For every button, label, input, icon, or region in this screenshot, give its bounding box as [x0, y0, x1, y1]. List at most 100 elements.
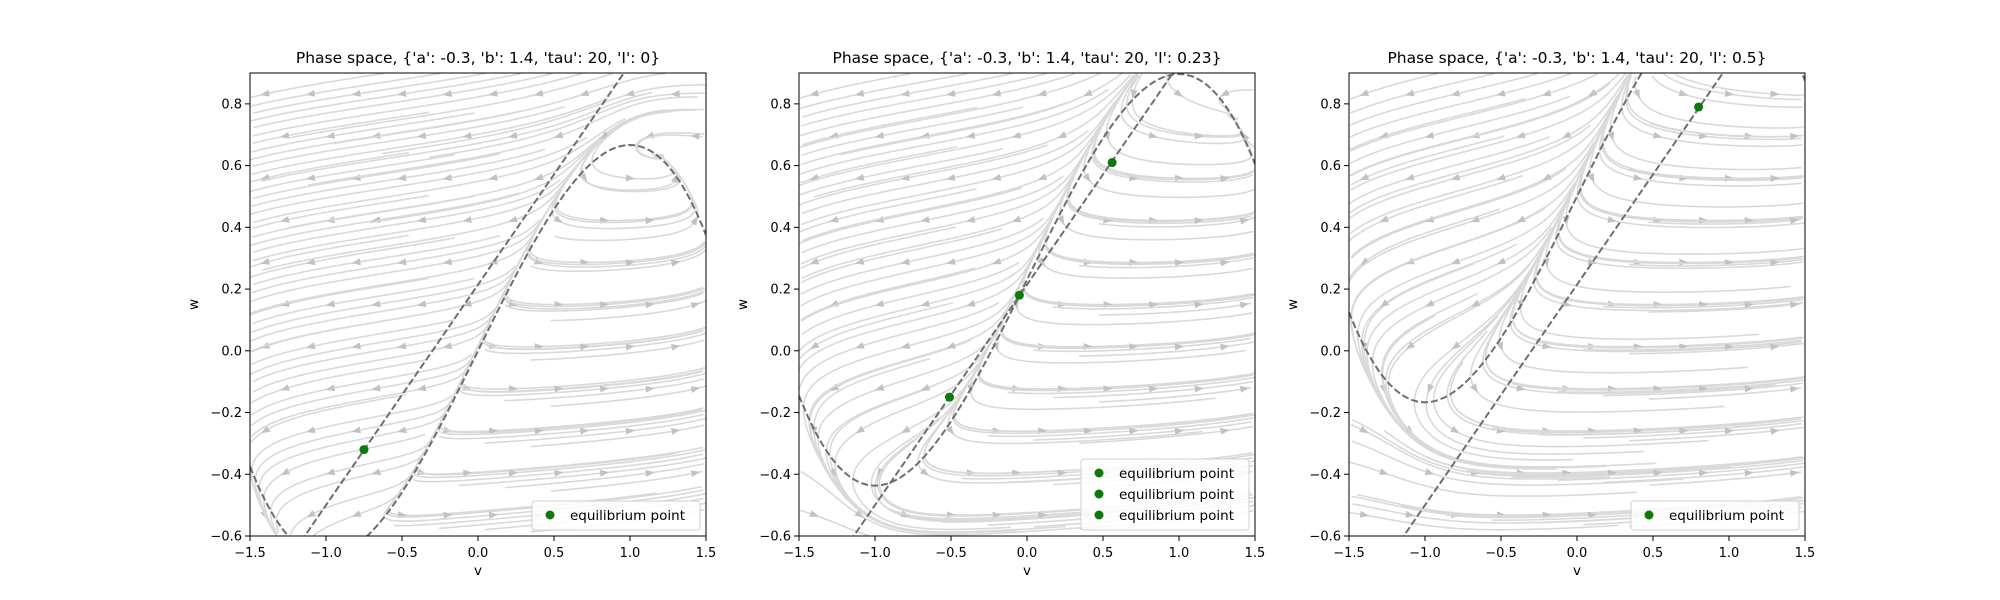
streamline [1349, 141, 1595, 283]
x-tick-label: 0.5 [1643, 546, 1664, 561]
streamline [504, 255, 706, 308]
streamline [1512, 307, 1802, 348]
streamline [1053, 380, 1254, 399]
streamline-arrow [463, 469, 473, 477]
streamline [252, 271, 516, 383]
streamline-arrow [671, 343, 681, 351]
streamline-arrow [1359, 173, 1370, 181]
streamline [1469, 260, 1725, 413]
streamline [1484, 350, 1805, 390]
streamline-arrow [305, 174, 316, 181]
legend-marker [1644, 510, 1654, 520]
streamline [438, 413, 704, 440]
streamline [1537, 337, 1804, 349]
legend-marker [545, 510, 555, 520]
streamline [1583, 422, 1802, 439]
streamline [250, 73, 441, 108]
streamline-arrow [1359, 425, 1369, 433]
streamline [1350, 423, 1610, 480]
streamline-arrow [1174, 259, 1184, 267]
streamline-arrow [645, 217, 655, 225]
y-tick-label: −0.4 [759, 468, 791, 483]
streamline-arrow [1424, 468, 1435, 475]
streamline-arrow [1239, 301, 1250, 309]
streamline-arrow [1653, 469, 1663, 477]
y-tick-label: 0.0 [770, 344, 791, 359]
streamline-arrow [1220, 259, 1230, 267]
streamline-arrow [580, 343, 590, 351]
streamline [801, 175, 1064, 254]
streamline [1350, 167, 1567, 259]
streamline [839, 73, 1123, 156]
streamline [1350, 95, 1618, 234]
streamline [801, 261, 1020, 336]
streamline [381, 84, 706, 155]
streamline [800, 73, 1048, 127]
streamline-arrow [534, 427, 544, 435]
streamline [1351, 418, 1731, 477]
streamline-arrow [1496, 89, 1506, 97]
streamline-arrow [1360, 257, 1370, 266]
streamline-arrow [1057, 385, 1067, 393]
streamline [250, 277, 429, 316]
streamline-arrow [1470, 383, 1478, 393]
streamline-arrow [1424, 131, 1435, 139]
streamline [252, 73, 583, 137]
streamline [1609, 73, 1802, 171]
streamline-arrow [920, 384, 931, 391]
streamline-arrow [599, 469, 610, 477]
legend-label: equilibrium point [1119, 508, 1234, 524]
streamline-arrow [1744, 469, 1754, 477]
streamline-arrow [1405, 173, 1415, 181]
streamline-arrow [900, 258, 911, 265]
streamline [999, 324, 1254, 350]
streamline [799, 232, 1046, 352]
streamline [1349, 95, 1571, 165]
streamline-arrow [1724, 90, 1734, 97]
streamline [579, 138, 678, 191]
streamline [458, 372, 706, 397]
streamline-arrow [690, 132, 700, 140]
streamline [250, 234, 409, 268]
streamline [438, 302, 702, 434]
streamline-arrow [579, 89, 590, 97]
streamline-arrow [810, 341, 820, 350]
y-tick-label: −0.6 [1309, 530, 1341, 545]
streamline-arrow [991, 89, 1002, 97]
streamline-arrow [1450, 257, 1461, 265]
streamline-arrow [1744, 385, 1754, 393]
streamline [800, 226, 956, 269]
streamline [262, 433, 426, 536]
streamline-arrow [371, 384, 381, 392]
y-tick-label: 0.4 [221, 221, 242, 236]
streamline-arrow [690, 386, 701, 393]
streamline-arrow [325, 468, 336, 476]
streamline [484, 417, 706, 444]
streamline-arrow [1587, 258, 1598, 266]
streamline-arrow [901, 425, 911, 434]
y-tick-label: 0.2 [221, 283, 242, 298]
streamline [800, 217, 1045, 296]
streamline [1098, 216, 1255, 228]
x-tick-label: 0.5 [544, 546, 565, 561]
streamline [1583, 339, 1802, 351]
streamline [1350, 73, 1496, 114]
streamlines [1349, 73, 1805, 531]
streamline-arrow [1770, 174, 1780, 182]
streamline-arrow [280, 131, 290, 139]
streamline-arrow [351, 426, 361, 434]
streamline-arrow [854, 509, 864, 518]
streamline [800, 228, 1003, 284]
streamline-arrow [325, 132, 336, 139]
streamline-arrow [671, 428, 681, 435]
streamline [1044, 193, 1254, 264]
streamline-arrow [488, 174, 498, 181]
streamline-arrow [325, 384, 336, 392]
streamline [1557, 296, 1802, 307]
streamline-arrow [810, 426, 818, 436]
streamline-arrow [1239, 217, 1250, 225]
streamline [1466, 457, 1805, 476]
streamline [799, 186, 1023, 245]
streamline-arrow [554, 469, 564, 477]
streamline-arrow [260, 89, 270, 97]
